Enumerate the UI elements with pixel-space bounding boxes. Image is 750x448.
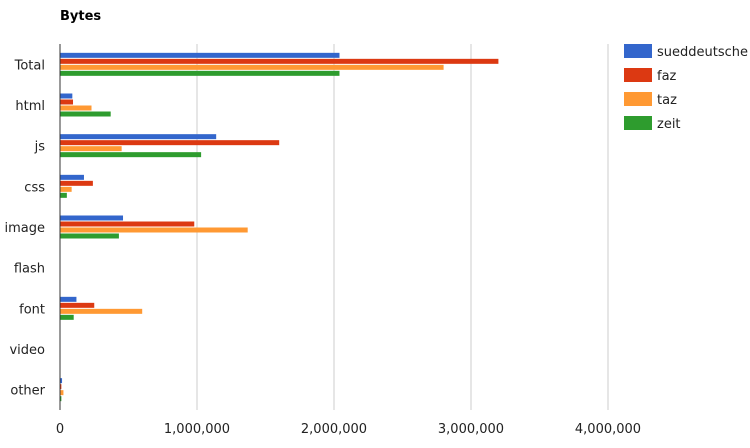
category-label: video: [9, 343, 45, 358]
legend-label-taz: taz: [657, 93, 677, 108]
bar-faz: [60, 99, 74, 105]
bar-taz: [60, 146, 122, 152]
bar-faz: [60, 384, 62, 390]
bar-faz: [60, 302, 95, 308]
bar-zeit: [60, 152, 202, 158]
category-label: html: [15, 99, 45, 114]
bar-taz: [60, 105, 92, 111]
x-tick-label: 0: [56, 422, 64, 437]
bar-taz: [60, 390, 64, 396]
x-tick-label: 4,000,000: [575, 422, 641, 437]
legend-label-zeit: zeit: [657, 117, 681, 132]
bar-zeit: [60, 314, 74, 320]
bar-taz: [60, 186, 72, 192]
category-label: font: [19, 302, 45, 317]
category-label: other: [10, 384, 45, 399]
category-label: js: [34, 140, 46, 155]
bar-sueddeutsche: [60, 134, 217, 140]
bar-taz: [60, 227, 248, 233]
bar-zeit: [60, 111, 111, 117]
bar-zeit: [60, 233, 119, 239]
bar-faz: [60, 58, 499, 64]
bar-sueddeutsche: [60, 215, 124, 221]
bar-faz: [60, 180, 93, 186]
bar-sueddeutsche: [60, 174, 84, 180]
legend-label-faz: faz: [657, 69, 677, 84]
bar-faz: [60, 221, 195, 227]
category-label: flash: [14, 262, 45, 277]
legend-label-sueddeutsche: sueddeutsche: [657, 45, 748, 60]
bar-sueddeutsche: [60, 93, 73, 99]
x-axis-ticks: 0 1,000,000 2,000,000 3,000,000 4,000,000: [56, 422, 641, 437]
bar-sueddeutsche: [60, 296, 77, 302]
bar-taz: [60, 308, 143, 314]
category-label: css: [24, 180, 45, 195]
legend-swatch-sueddeutsche: [624, 44, 652, 58]
x-tick-label: 3,000,000: [438, 422, 504, 437]
bar-zeit: [60, 396, 62, 402]
bar-sueddeutsche: [60, 52, 340, 58]
category-labels: Total html js css image flash font video other: [5, 58, 46, 398]
category-label: image: [5, 221, 46, 236]
bar-sueddeutsche: [60, 378, 63, 384]
bar-zeit: [60, 70, 340, 76]
bar-taz: [60, 64, 444, 70]
bar-zeit: [60, 192, 67, 198]
legend: sueddeutsche faz taz zeit: [624, 44, 748, 132]
bar-faz: [60, 140, 280, 146]
legend-swatch-taz: [624, 92, 652, 106]
legend-swatch-faz: [624, 68, 652, 82]
bars-layer: [60, 52, 499, 402]
x-tick-label: 2,000,000: [301, 422, 367, 437]
x-tick-label: 1,000,000: [164, 422, 230, 437]
category-label: Total: [14, 58, 45, 73]
chart-title: Bytes: [60, 9, 101, 24]
legend-swatch-zeit: [624, 116, 652, 130]
grid-layer: [196, 44, 609, 410]
